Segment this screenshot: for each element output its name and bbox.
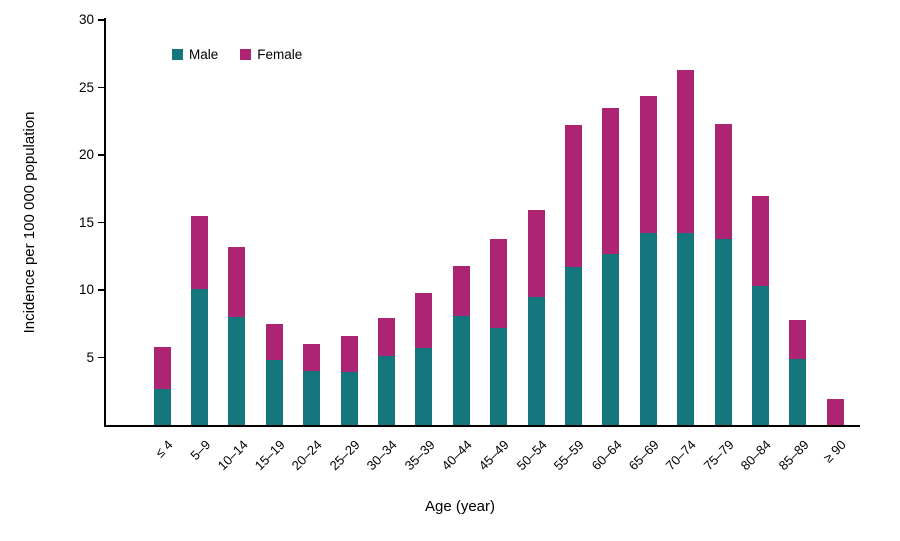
x-tick-label: 55–59 [550,437,588,474]
x-tick-label: 30–34 [363,437,401,474]
bar-segment-female [490,238,508,328]
bar-segment-female [153,346,171,389]
bar-segment-female [714,123,732,239]
bar-segment-male [714,238,732,425]
bar-segment-male [564,267,582,425]
legend-label-male: Male [189,47,219,62]
bar-segment-female [415,292,433,349]
x-tick-label: 5–9 [187,437,214,463]
bar-segment-female [190,215,208,289]
bar-segment-female [602,107,620,254]
bar-segment-female [265,323,283,361]
bar-segment-female [677,69,695,234]
bar-segment-female [751,195,769,286]
bar-segment-female [303,344,321,371]
bar-segment-male [340,372,358,425]
y-tick-label: 25 [78,79,94,95]
bar-segment-female [564,125,582,268]
y-tick-mark [98,154,104,156]
y-tick-mark [98,221,104,224]
x-tick-label: 60–64 [588,437,625,474]
legend: Male Female [172,47,302,62]
x-tick-label: 40–44 [438,437,475,474]
legend-item-female: Female [240,47,302,62]
bar-segment-female [340,335,358,373]
y-tick-label: 15 [78,214,94,230]
bar-segment-male [228,317,246,425]
y-tick-mark [98,356,104,359]
bar-segment-female [377,318,395,357]
female-swatch-icon [240,49,252,60]
bar-segment-male [527,296,545,425]
legend-label-female: Female [257,47,303,62]
x-tick-label: 65–69 [625,437,662,474]
x-tick-label: 75–79 [700,437,737,474]
bar-segment-female [789,319,807,359]
x-tick-label: 15–19 [251,437,288,474]
bar-segment-male [452,315,470,425]
x-tick-label: 25–29 [326,437,363,474]
x-tick-label: 50–54 [513,437,550,474]
bar-segment-male [751,285,769,425]
bar-segment-male [602,253,620,425]
bar-segment-male [677,233,695,425]
x-tick-label: 45–49 [476,437,513,474]
bar-segment-male [265,360,283,425]
y-tick-label: 5 [86,349,94,365]
bar-segment-male [153,388,171,425]
y-axis-title: Incidence per 100 000 population [21,111,38,334]
y-tick-label: 30 [78,12,94,27]
x-axis-title: Age (year) [424,498,496,515]
bar-segment-female [639,95,657,234]
y-tick-label: 10 [78,282,94,297]
bar-segment-female [452,265,470,316]
y-tick-mark [98,86,104,89]
bar-segment-male [303,371,321,425]
x-tick-label: 80–84 [737,437,775,474]
x-tick-label: ≥ 90 [820,437,849,466]
x-axis-line [104,425,860,427]
x-tick-label: 20–24 [289,437,326,474]
legend-item-male: Male [172,47,218,62]
x-tick-label: ≤ 4 [152,437,176,461]
x-tick-label: 10–14 [214,437,251,474]
x-tick-label: 35–39 [401,437,438,474]
y-tick-mark [98,19,104,21]
x-tick-label: 70–74 [663,437,700,474]
bar-segment-female [228,246,246,317]
bar-segment-female [527,210,545,297]
bar-segment-male [377,356,395,425]
bar-segment-male [190,288,208,425]
y-tick-mark [98,289,104,291]
y-tick-label: 20 [78,147,94,162]
bar-segment-male [789,358,807,425]
x-tick-label: 85–89 [775,437,812,474]
bar-segment-male [639,233,657,425]
y-axis-line [104,18,106,426]
bar-segment-male [415,348,433,425]
male-swatch-icon [172,49,183,60]
bar-segment-female [826,399,844,425]
bar-segment-male [490,327,508,425]
